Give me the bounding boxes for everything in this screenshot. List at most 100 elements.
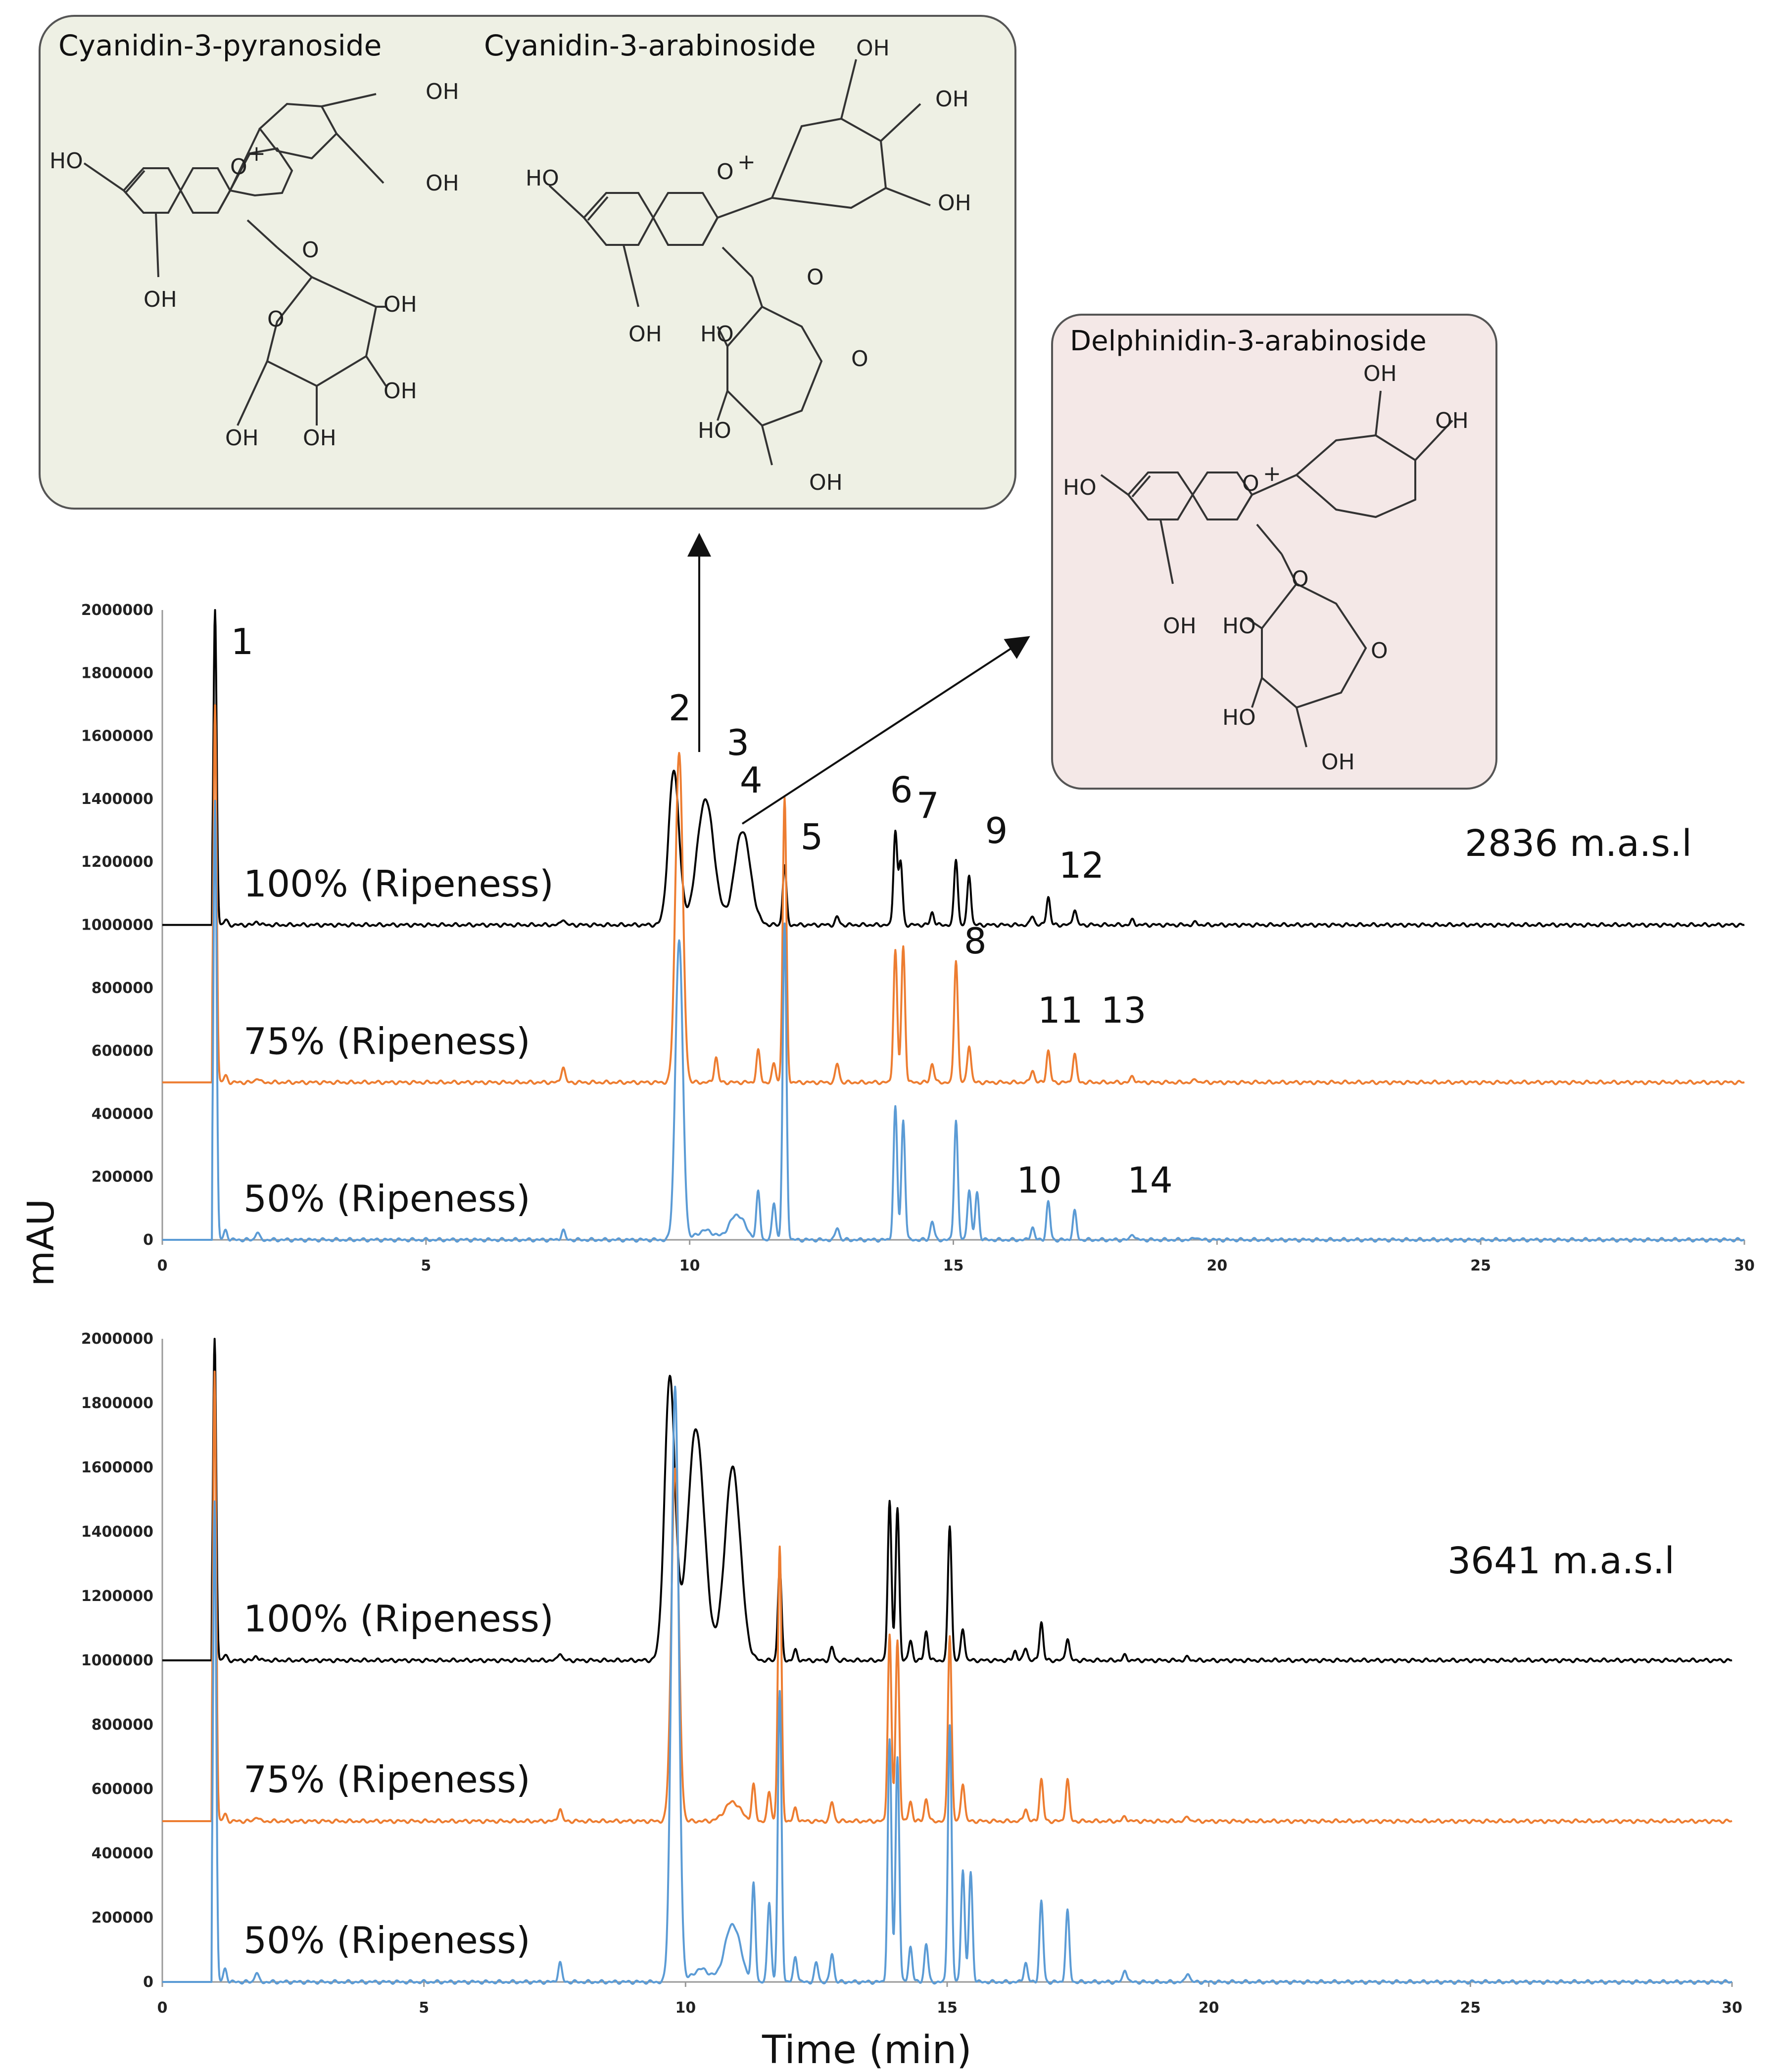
- structure-title-cyanidin-pyranoside: Cyanidin-3-pyranoside: [58, 29, 382, 62]
- molecule-delphinidin-arabinoside: HO O + OH OH OH O HO O HO OH: [1063, 361, 1469, 775]
- x-tick-label: 0: [157, 1257, 168, 1274]
- peak-label: 8: [964, 920, 987, 962]
- peak-label: 4: [740, 759, 763, 801]
- peak-label: 6: [890, 769, 913, 810]
- chromatogram-2836: 0 200000 400000 600000 800000 1000000 1200000 1…: [20, 602, 1755, 1286]
- y-tick-label: 800000: [92, 980, 153, 997]
- y-tick-label: 1200000: [81, 1588, 153, 1605]
- atom-oh: OH: [384, 292, 417, 317]
- atom-plus: +: [1263, 461, 1281, 486]
- series-line-0: [162, 609, 1745, 928]
- atom-oh: OH: [225, 425, 259, 451]
- atom-oh: OH: [856, 36, 890, 61]
- molecule-cyanidin-arabinoside: HO O + OH OH OH OH O HO O HO OH: [526, 36, 971, 495]
- atom-ho: HO: [1222, 705, 1256, 730]
- atom-oh: OH: [628, 322, 662, 347]
- chromatogram-3641: 0 200000 400000 600000 800000 1000000 1200000 1…: [81, 1330, 1742, 2072]
- peak-label: 9: [985, 810, 1008, 851]
- atom-o: O: [851, 346, 868, 372]
- y-tick-label: 1400000: [81, 791, 153, 808]
- atom-o: O: [267, 307, 285, 332]
- atom-plus: +: [737, 149, 756, 175]
- atom-oh: OH: [384, 378, 417, 404]
- peak-label: 13: [1101, 989, 1147, 1031]
- x-tick-label: 10: [679, 1257, 700, 1274]
- peak-label: 10: [1016, 1160, 1062, 1201]
- y-tick-label: 1600000: [81, 1459, 153, 1476]
- x-tick-label: 30: [1722, 1999, 1742, 2017]
- atom-plus: +: [247, 141, 266, 166]
- series-line-1: [162, 1370, 1732, 1824]
- peak-label: 2: [669, 687, 691, 729]
- y-tick-label: 1000000: [81, 1652, 153, 1669]
- molecule-cyanidin-pyranoside: HO O + OH OH OH O O OH OH OH OH: [49, 79, 459, 451]
- y-tick-label: 1800000: [81, 1395, 153, 1412]
- chart-title-3641: 3641 m.a.s.l: [1447, 1540, 1675, 1582]
- y-tick-label: 1000000: [81, 917, 153, 934]
- y-tick-label: 200000: [92, 1169, 153, 1186]
- atom-o: O: [302, 237, 319, 263]
- atom-o: O: [1292, 566, 1309, 592]
- series-line-2: [162, 1385, 1732, 1985]
- y-axis-label: mAU: [20, 1199, 62, 1286]
- atom-ho: HO: [698, 418, 731, 443]
- structure-title-cyanidin-arabinoside: Cyanidin-3-arabinoside: [484, 29, 816, 62]
- atom-oh: OH: [1435, 408, 1469, 433]
- atom-oh: OH: [1321, 750, 1355, 775]
- x-tick-label: 10: [675, 1999, 696, 2017]
- arrow-to-delphinidin: [741, 636, 1030, 825]
- x-tick-label: 20: [1199, 1999, 1219, 2017]
- series-label: 100% (Ripeness): [243, 1598, 554, 1641]
- y-tick-label: 0: [143, 1231, 153, 1249]
- peak-label: 14: [1127, 1160, 1173, 1201]
- atom-ho: HO: [700, 322, 734, 347]
- x-tick-label: 25: [1470, 1257, 1491, 1274]
- y-tick-label: 1600000: [81, 728, 153, 745]
- structure-title-delphinidin-arabinoside: Delphinidin-3-arabinoside: [1070, 325, 1427, 357]
- atom-oh: OH: [303, 425, 337, 451]
- x-tick-label: 15: [943, 1257, 964, 1274]
- atom-oh: OH: [144, 287, 177, 312]
- atom-o: O: [717, 159, 734, 185]
- atom-oh: OH: [938, 190, 971, 216]
- series-line-2: [162, 800, 1745, 1243]
- y-tick-label: 800000: [92, 1716, 153, 1734]
- structure-box-delphinidin: Delphinidin-3-arabinoside HO O + OH OH O…: [1051, 314, 1497, 790]
- atom-o: O: [807, 265, 824, 290]
- y-tick-label: 2000000: [81, 1330, 153, 1348]
- atom-oh: OH: [1363, 361, 1397, 386]
- atom-oh: OH: [809, 470, 843, 495]
- y-tick-label: 0: [143, 1974, 153, 1991]
- series-label: 50% (Ripeness): [243, 1178, 530, 1221]
- x-tick-label: 5: [419, 1999, 429, 2017]
- x-tick-label: 0: [157, 1999, 168, 2017]
- x-tick-label: 30: [1734, 1257, 1755, 1274]
- atom-oh: OH: [935, 87, 969, 112]
- atom-o: O: [1371, 638, 1388, 663]
- atom-ho: HO: [1063, 475, 1097, 500]
- x-tick-label: 5: [421, 1257, 431, 1274]
- series-label: 75% (Ripeness): [243, 1759, 530, 1801]
- atom-o: O: [1242, 471, 1259, 496]
- peak-label: 3: [726, 722, 749, 763]
- series-line-0: [162, 1338, 1732, 1663]
- y-tick-label: 600000: [92, 1042, 153, 1060]
- y-tick-label: 200000: [92, 1909, 153, 1927]
- structure-box-cyanidins: Cyanidin-3-pyranoside Cyanidin-3-arabino…: [39, 15, 1016, 510]
- chart-title-2836: 2836 m.a.s.l: [1465, 822, 1692, 865]
- atom-oh: OH: [1163, 613, 1197, 639]
- peak-label: 12: [1059, 845, 1105, 886]
- x-tick-label: 15: [937, 1999, 958, 2017]
- y-tick-label: 400000: [92, 1105, 153, 1123]
- y-tick-label: 1200000: [81, 853, 153, 871]
- y-tick-label: 400000: [92, 1845, 153, 1862]
- atom-ho: HO: [1222, 613, 1256, 639]
- atom-oh: OH: [426, 79, 459, 104]
- atom-ho: HO: [49, 148, 83, 174]
- series-label: 75% (Ripeness): [243, 1020, 530, 1063]
- peak-label: 11: [1038, 989, 1083, 1031]
- atom-oh: OH: [426, 171, 459, 196]
- x-tick-label: 25: [1460, 1999, 1481, 2017]
- series-label: 50% (Ripeness): [243, 1920, 530, 1962]
